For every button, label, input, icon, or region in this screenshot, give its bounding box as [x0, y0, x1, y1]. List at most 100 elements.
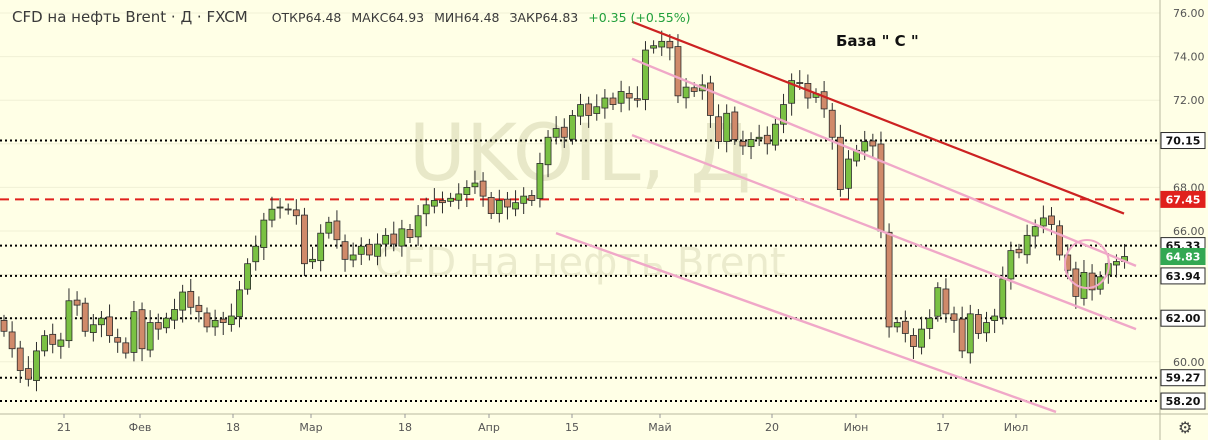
candle[interactable] — [33, 341, 40, 392]
candle[interactable] — [585, 96, 593, 128]
candle[interactable] — [236, 280, 243, 328]
candle[interactable] — [772, 118, 779, 151]
candle[interactable] — [203, 307, 211, 333]
candle[interactable] — [357, 237, 365, 266]
candle[interactable] — [406, 224, 414, 243]
candle[interactable] — [8, 321, 16, 358]
candle[interactable] — [836, 124, 844, 197]
candle[interactable] — [487, 191, 495, 220]
candle[interactable] — [633, 86, 641, 108]
candle[interactable] — [1023, 224, 1031, 264]
candle[interactable] — [642, 41, 649, 111]
candle[interactable] — [601, 89, 609, 119]
candle[interactable] — [41, 330, 48, 357]
candle[interactable] — [292, 199, 300, 225]
candle[interactable] — [658, 30, 666, 56]
candle[interactable] — [179, 284, 187, 323]
candle[interactable] — [130, 300, 138, 362]
candle[interactable] — [1121, 244, 1128, 269]
candle[interactable] — [739, 130, 747, 155]
candle[interactable] — [422, 197, 430, 227]
candle[interactable] — [439, 191, 446, 214]
candle[interactable] — [1015, 243, 1023, 259]
candle[interactable] — [187, 278, 195, 315]
candle[interactable] — [471, 170, 479, 194]
candle[interactable] — [723, 104, 731, 153]
candle[interactable] — [609, 92, 617, 111]
candle[interactable] — [755, 124, 763, 146]
candle[interactable] — [365, 238, 373, 261]
candle[interactable] — [325, 216, 333, 239]
candle[interactable] — [918, 316, 925, 355]
candle[interactable] — [195, 296, 203, 323]
candle[interactable] — [24, 356, 32, 387]
candle[interactable] — [958, 306, 966, 359]
candle[interactable] — [934, 282, 942, 322]
candle[interactable] — [560, 118, 568, 148]
candle[interactable] — [219, 311, 227, 335]
candle[interactable] — [333, 210, 341, 249]
candle[interactable] — [301, 207, 308, 277]
candle[interactable] — [171, 298, 178, 330]
candle[interactable] — [106, 304, 113, 343]
candle[interactable] — [309, 246, 316, 269]
candle[interactable] — [536, 152, 544, 208]
candle[interactable] — [707, 75, 714, 128]
candle[interactable] — [853, 144, 860, 167]
candle[interactable] — [820, 81, 828, 118]
candle[interactable] — [569, 110, 576, 145]
candle[interactable] — [317, 224, 325, 272]
candle[interactable] — [81, 297, 89, 337]
candle[interactable] — [552, 116, 560, 145]
candle[interactable] — [146, 310, 154, 358]
candle[interactable] — [763, 126, 771, 155]
candle[interactable] — [1056, 220, 1063, 261]
candle[interactable] — [162, 312, 170, 334]
candle[interactable] — [463, 180, 471, 208]
candle[interactable] — [49, 323, 57, 354]
candle[interactable] — [544, 130, 552, 178]
candle[interactable] — [617, 80, 625, 113]
candle[interactable] — [455, 183, 463, 210]
candle[interactable] — [780, 93, 787, 134]
candle[interactable] — [731, 106, 739, 145]
candle[interactable] — [382, 228, 390, 257]
candle[interactable] — [341, 234, 349, 272]
candle[interactable] — [227, 303, 235, 332]
candle[interactable] — [950, 306, 958, 333]
candle[interactable] — [926, 309, 934, 340]
candle[interactable] — [666, 34, 674, 61]
candle[interactable] — [625, 86, 633, 111]
candle[interactable] — [901, 310, 909, 343]
candle[interactable] — [252, 235, 260, 271]
symbol-title[interactable]: CFD на нефть Brent · Д · FXCM — [12, 8, 248, 26]
candle[interactable] — [268, 196, 276, 228]
candle[interactable] — [479, 172, 487, 207]
candle[interactable] — [577, 93, 584, 126]
candle[interactable] — [942, 278, 950, 323]
candle[interactable] — [114, 328, 122, 353]
candle[interactable] — [1080, 259, 1088, 306]
candle[interactable] — [138, 302, 146, 362]
candle[interactable] — [154, 313, 162, 340]
candle[interactable] — [682, 78, 690, 109]
candle[interactable] — [747, 132, 755, 160]
candle[interactable] — [869, 133, 877, 159]
candle[interactable] — [715, 104, 722, 149]
candle[interactable] — [430, 188, 438, 214]
channel-3-line[interactable] — [555, 232, 1057, 414]
candle[interactable] — [650, 40, 657, 54]
candle[interactable] — [447, 192, 455, 207]
candle[interactable] — [504, 191, 511, 220]
candle[interactable] — [98, 311, 105, 338]
candle[interactable] — [966, 304, 974, 364]
candle[interactable] — [788, 73, 796, 116]
candle[interactable] — [122, 337, 130, 359]
candle[interactable] — [73, 291, 81, 316]
channel-1-line[interactable] — [631, 57, 1137, 267]
candle[interactable] — [1088, 264, 1096, 301]
candle[interactable] — [57, 332, 65, 359]
channel-2-line[interactable] — [631, 133, 1137, 331]
candle[interactable] — [349, 242, 357, 268]
